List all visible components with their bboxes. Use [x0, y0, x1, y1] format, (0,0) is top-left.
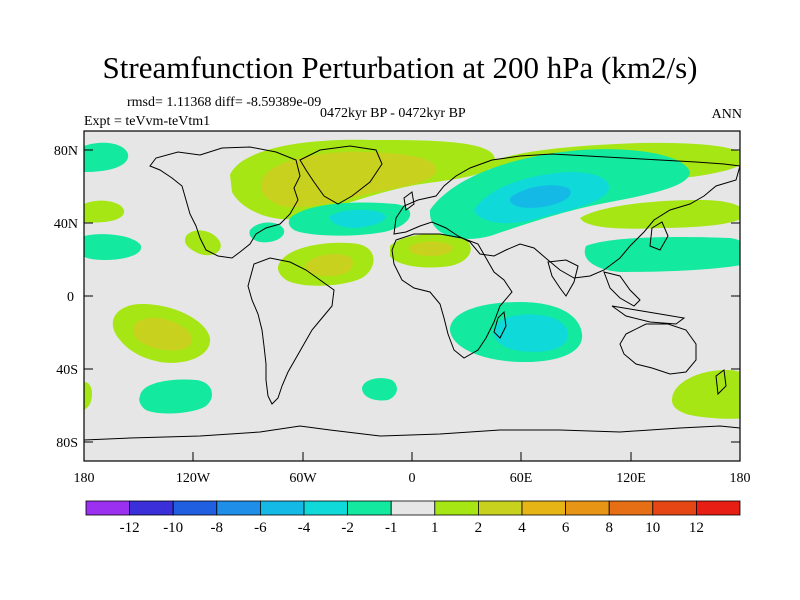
lat-label: 80N: [54, 144, 78, 159]
contour-fill-pos2: [260, 151, 437, 208]
colorbar-swatch: [390, 500, 436, 516]
lon-label: 0: [409, 471, 416, 486]
contour-fill-pos1: [672, 370, 740, 419]
coastlines: [84, 145, 740, 441]
contour-fill-pos1: [580, 200, 740, 229]
lat-label: 40S: [56, 363, 78, 378]
colorbar-swatch: [259, 500, 305, 516]
colorbar-label: 1: [431, 520, 439, 536]
colorbar-swatch: [434, 500, 479, 516]
colorbar-swatch: [477, 500, 523, 516]
contour-fill-pos2: [306, 254, 353, 277]
coastline-madagascar: [493, 310, 507, 339]
colorbar-swatch: [303, 500, 348, 516]
lat-label: 0: [67, 290, 74, 305]
season-label: ANN: [711, 107, 742, 122]
colorbar-label: -10: [163, 520, 183, 536]
coastline-india: [547, 259, 579, 297]
contour-fill-pos1: [84, 382, 92, 410]
colorbar-label: -4: [298, 520, 311, 536]
colorbar-swatch: [521, 500, 566, 516]
lat-label: 40N: [54, 217, 78, 232]
colorbar-label: -1: [385, 520, 398, 536]
lon-labels: 180 120W 60W 0 60E 120E 180: [74, 471, 751, 486]
coastline-australia: [619, 323, 697, 375]
colorbar-label: 10: [645, 520, 660, 536]
coastline-south-america: [247, 257, 335, 405]
contour-fill-neg2: [329, 209, 386, 228]
colorbar-swatch: [652, 500, 697, 516]
time-period-label: 0472kyr BP - 0472kyr BP: [320, 106, 466, 121]
colorbar-label: 2: [475, 520, 483, 536]
colorbar-swatch: [347, 500, 392, 516]
contour-fill-neg1: [139, 379, 212, 414]
contour-fills: [84, 139, 740, 419]
coastline-north-america: [149, 146, 301, 259]
contour-fill-neg1: [249, 222, 285, 243]
contour-fill-pos2: [409, 241, 453, 256]
coastline-southeast-asia: [603, 271, 641, 307]
contour-fill-neg1: [84, 234, 142, 260]
colorbar-swatch: [172, 500, 218, 516]
rmsd-diff-stats: rmsd= 1.11368 diff= -8.59389e-09: [127, 95, 322, 110]
contour-fill-neg1: [84, 142, 129, 172]
colorbar-label: -12: [120, 520, 140, 536]
coastline-indonesia: [611, 305, 686, 325]
lon-label: 60E: [510, 471, 533, 486]
contour-fill-neg2: [493, 314, 568, 352]
colorbar-swatch: [216, 500, 261, 516]
colorbar-swatch: [696, 500, 741, 516]
lon-label: 60W: [289, 471, 317, 486]
colorbar-swatch: [565, 500, 610, 516]
lon-label: 180: [74, 471, 95, 486]
coastline-japan: [649, 221, 669, 251]
experiment-label: Expt = teVvm-teVtm1: [84, 114, 211, 129]
lat-label: 80S: [56, 436, 78, 451]
colorbar-swatch: [608, 500, 654, 516]
colorbar-swatch: [85, 500, 130, 516]
colorbar-labels: -12 -10 -8 -6 -4 -2 -1 1 2 4 6 8 10 12: [120, 520, 704, 536]
colorbar-label: -8: [211, 520, 224, 536]
colorbar-label: 6: [562, 520, 570, 536]
coastline-new-zealand: [715, 369, 727, 396]
plot-title: Streamfunction Perturbation at 200 hPa (…: [102, 50, 698, 85]
lon-label: 120W: [176, 471, 211, 486]
contour-fill-neg4: [509, 185, 571, 208]
contour-fill-neg1: [584, 236, 740, 272]
colorbar-label: 8: [605, 520, 613, 536]
colorbar-label: 4: [518, 520, 526, 536]
lat-labels: 80N 40N 0 40S 80S: [54, 144, 78, 451]
lon-label: 180: [730, 471, 751, 486]
colorbar-label: -2: [341, 520, 354, 536]
coastline-africa: [391, 233, 513, 359]
contour-fill-neg1: [362, 378, 397, 401]
colorbar: [85, 500, 741, 516]
colorbar-swatch: [129, 500, 174, 516]
colorbar-label: 12: [689, 520, 704, 536]
coastline-eurasia: [393, 153, 740, 279]
coastline-antarctica: [84, 425, 740, 441]
colorbar-label: -6: [254, 520, 267, 536]
coastline-greenland: [299, 145, 383, 205]
contour-fill-pos2: [133, 317, 193, 351]
lon-label: 120E: [616, 471, 646, 486]
lon-ticks: [83, 452, 741, 461]
contour-fill-pos1: [84, 200, 125, 223]
lat-ticks: [84, 149, 740, 443]
coastline-uk: [403, 191, 415, 211]
